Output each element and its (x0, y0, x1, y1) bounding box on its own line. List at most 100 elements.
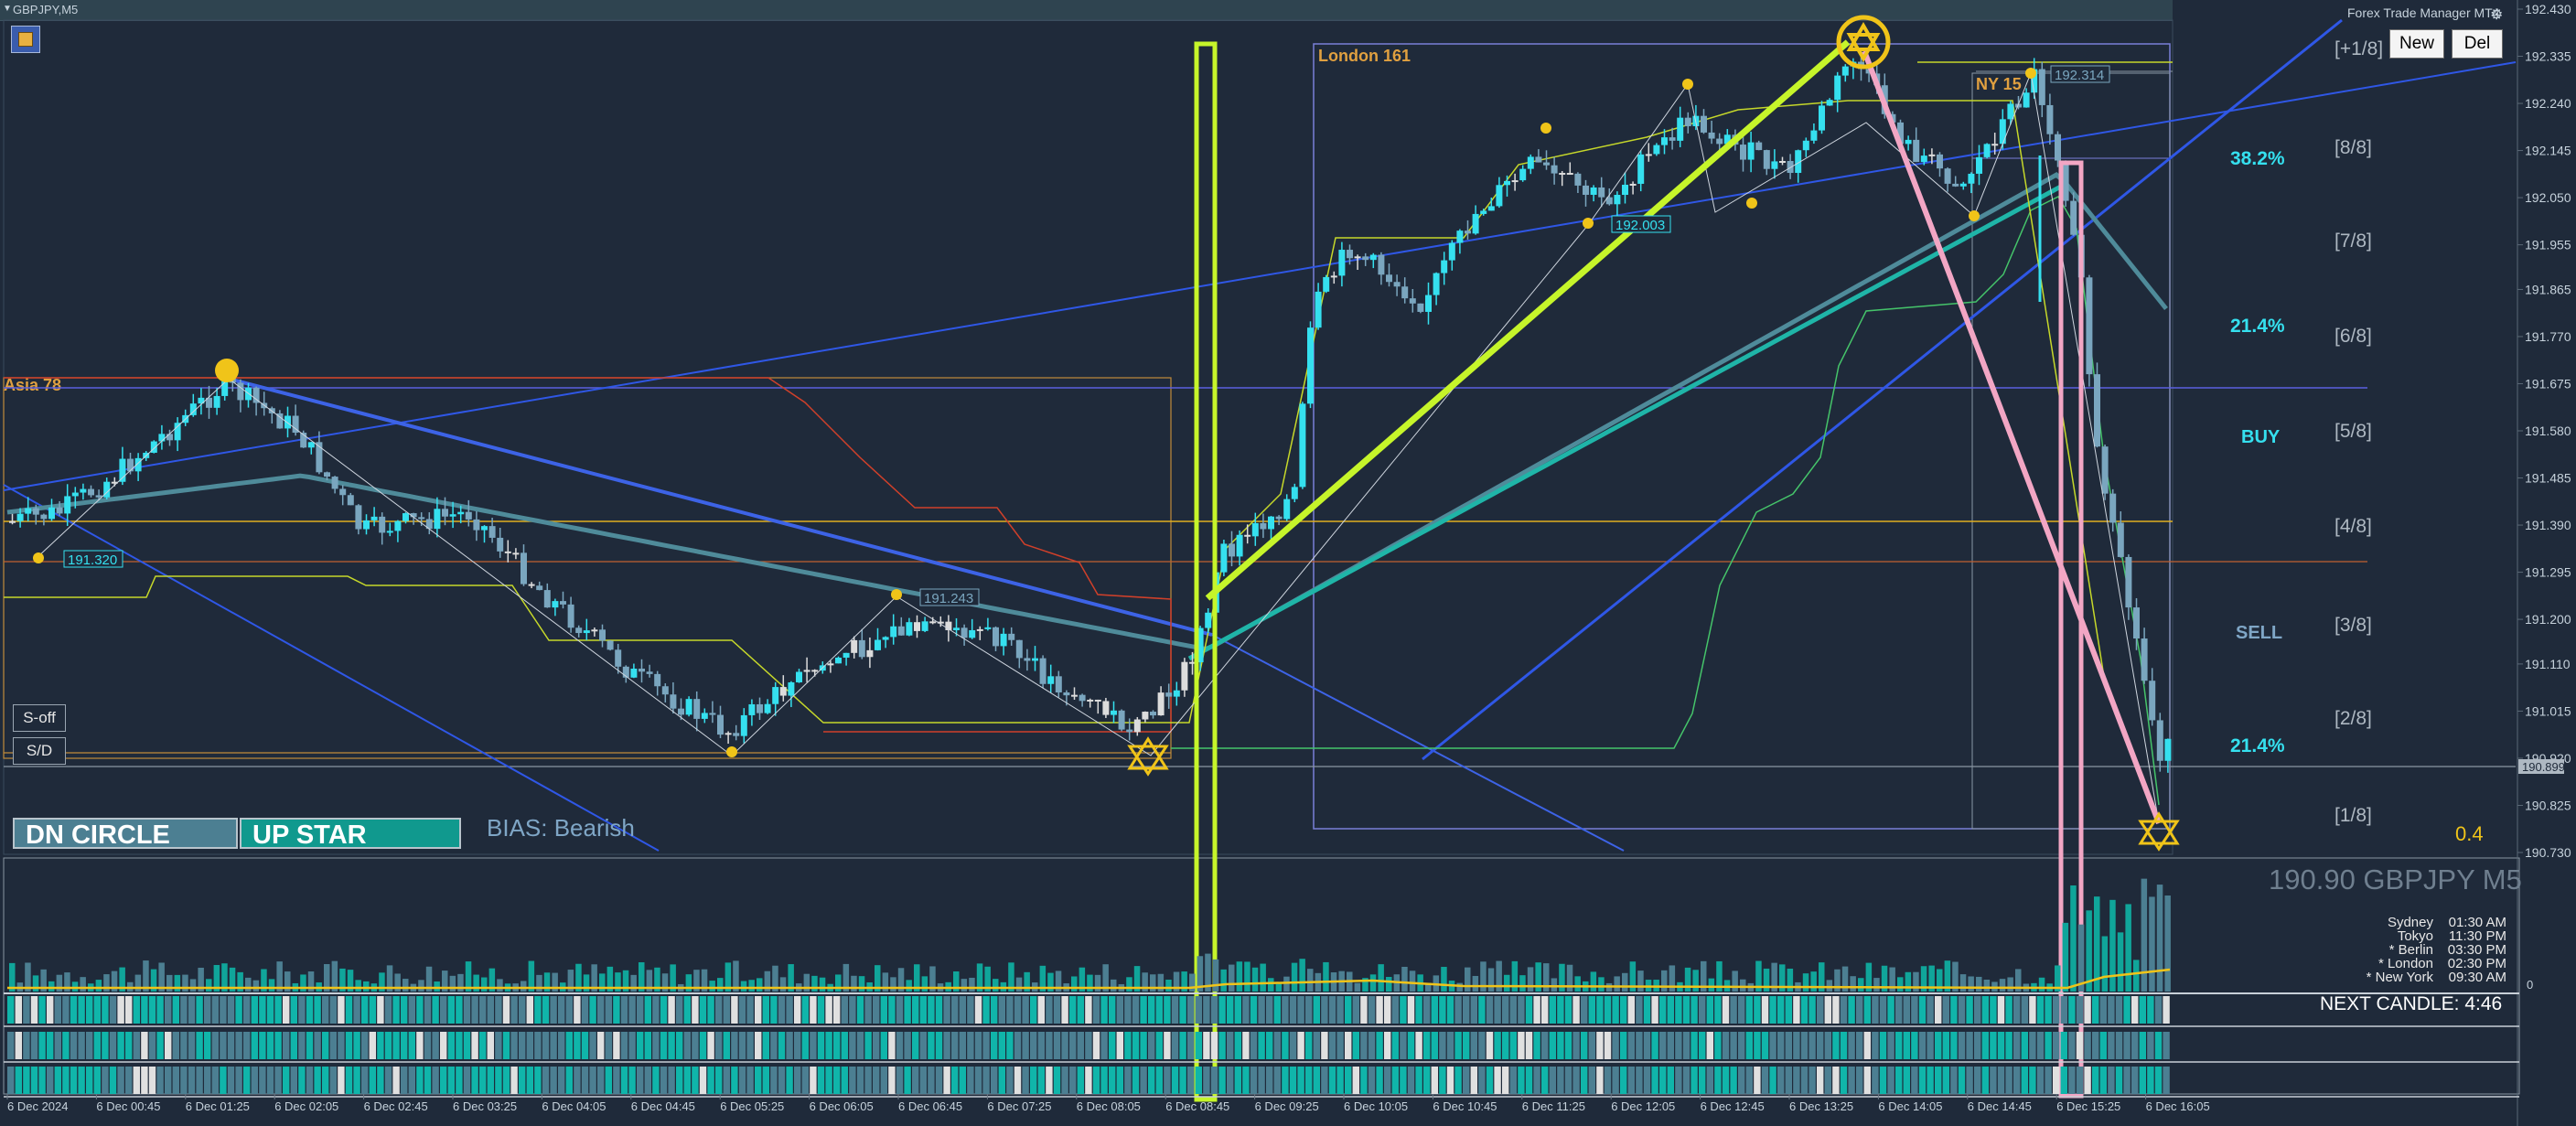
murrey-level-label: [1/8] (2334, 805, 2372, 826)
signal-cell (1817, 1067, 1824, 1094)
signal-cell (1171, 996, 1179, 1024)
session-clock-row: Tokyo 11:30 PM (2342, 928, 2506, 944)
volume-bar (622, 970, 629, 992)
signal-cell (1997, 1032, 2005, 1059)
signal-cell (558, 1067, 565, 1094)
candle-body (724, 733, 732, 735)
volume-bar (25, 962, 31, 992)
signal-cell (1407, 996, 1415, 1024)
signal-cell (1022, 996, 1029, 1024)
volume-bar (402, 979, 409, 992)
signal-cell (172, 1067, 179, 1094)
signal-cell (1722, 1032, 1730, 1059)
candle-body (1763, 150, 1770, 169)
signal-cell (133, 996, 140, 1024)
signal-cell (274, 996, 282, 1024)
signal-cell (550, 1067, 557, 1094)
signal-cell (23, 1067, 30, 1094)
candle-body (639, 668, 645, 672)
signal-cell (361, 1032, 369, 1059)
candle-body (811, 670, 819, 672)
signal-cell (755, 1032, 762, 1059)
signal-cell (1612, 1032, 1619, 1059)
candle-body (1968, 173, 1975, 184)
signal-cell (1809, 1032, 1816, 1059)
trendline (228, 377, 1213, 637)
signal-cell (2123, 996, 2131, 1024)
time-axis-label: 6 Dec 05:25 (720, 1099, 784, 1113)
s-off-button[interactable]: S-off (13, 704, 66, 732)
signal-cell (1187, 1032, 1195, 1059)
signal-cell (322, 996, 329, 1024)
signal-cell (951, 1032, 959, 1059)
signal-cell (896, 1067, 904, 1094)
signal-cell (1273, 1067, 1281, 1094)
signal-cell (1250, 1032, 1258, 1059)
candle-body (2101, 446, 2109, 494)
volume-bar (1189, 973, 1196, 992)
signal-cell (991, 1032, 998, 1059)
gear-icon[interactable]: ⚙ (2490, 7, 2504, 23)
signal-cell (1155, 996, 1163, 1024)
signal-cell (392, 1032, 400, 1059)
signal-cell (274, 1032, 282, 1059)
volume-bar (567, 970, 574, 992)
candle-body (670, 694, 677, 709)
signal-cell (109, 996, 117, 1024)
signal-cell (125, 996, 133, 1024)
signal-cell (668, 1067, 675, 1094)
signal-cell (2053, 1032, 2060, 1059)
signal-cell (833, 1032, 841, 1059)
signal-cell (1187, 1067, 1195, 1094)
signal-cell (2029, 996, 2036, 1024)
candle-body (1142, 712, 1149, 720)
signal-cell (1974, 1067, 1981, 1094)
collapse-arrow-icon[interactable]: ▼ (3, 4, 12, 14)
volume-bar (182, 974, 188, 992)
new-button[interactable]: New (2389, 29, 2444, 59)
expert-toggle-icon[interactable] (11, 26, 40, 53)
signal-cell (1321, 1032, 1328, 1059)
signal-cell (2068, 1067, 2076, 1094)
signal-cell (1187, 996, 1195, 1024)
volume-bar (1220, 969, 1227, 992)
del-button[interactable]: Del (2452, 29, 2503, 59)
signal-cell (935, 1067, 943, 1094)
volume-bar (733, 960, 739, 992)
candle-body (914, 622, 920, 631)
price-axis-label: 192.335 (2525, 49, 2571, 64)
volume-bar (1133, 966, 1141, 992)
candle-body (1991, 144, 1999, 146)
signal-cell (1990, 1067, 1997, 1094)
fib-21-label-bottom: 21.4% (2230, 735, 2285, 756)
candle-body (1913, 139, 1920, 163)
volume-bar (276, 961, 283, 992)
signal-cell (1109, 1032, 1116, 1059)
volume-bar (150, 969, 157, 992)
signal-cell (1132, 1067, 1140, 1094)
signal-cell (519, 996, 526, 1024)
signal-cell (1612, 996, 1619, 1024)
signal-cell (731, 1067, 738, 1094)
pink-trendline (1862, 49, 2162, 825)
signal-cell (1061, 1032, 1068, 1059)
signal-cell (1800, 1067, 1809, 1094)
signal-cell (7, 1067, 15, 1094)
signal-cell (982, 1032, 990, 1059)
volume-bar (1834, 969, 1841, 992)
signal-cell (2139, 996, 2146, 1024)
supply-demand-button[interactable]: S/D (13, 737, 66, 765)
signal-cell (1651, 1067, 1658, 1094)
signal-cell (652, 996, 660, 1024)
signal-cell (353, 1032, 360, 1059)
signal-cell (408, 1032, 415, 1059)
volume-bar (284, 971, 291, 992)
signal-cell (738, 1067, 746, 1094)
signal-cell (259, 996, 266, 1024)
candle-body (543, 590, 551, 608)
signal-cell (1699, 1032, 1706, 1059)
signal-cell (1895, 1067, 1903, 1094)
candle-body (363, 520, 370, 530)
volume-bar (1740, 979, 1746, 992)
